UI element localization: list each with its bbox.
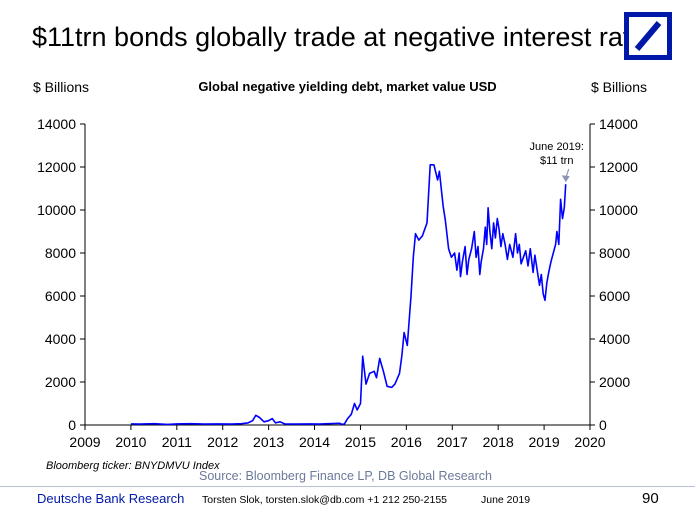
- annotation-arrow-head: [561, 175, 570, 183]
- x-tick-label: 2019: [529, 434, 560, 450]
- left-axis-unit-label: $ Billions: [33, 79, 90, 95]
- footer-brand: Deutsche Bank Research: [37, 491, 185, 506]
- y-tick-label-right: 0: [599, 417, 607, 433]
- y-tick-label-left: 0: [68, 417, 76, 433]
- annotation-label-line1: June 2019:: [530, 141, 584, 153]
- y-tick-label-right: 10000: [599, 202, 638, 218]
- deutsche-bank-logo: [624, 12, 672, 60]
- y-tick-label-right: 2000: [599, 374, 630, 390]
- footer-divider: [0, 486, 695, 487]
- logo-slash-icon: [634, 21, 662, 51]
- x-tick-label: 2018: [483, 434, 514, 450]
- y-tick-label-left: 12000: [37, 159, 76, 175]
- y-tick-label-left: 10000: [37, 202, 76, 218]
- x-tick-label: 2016: [391, 434, 422, 450]
- footer-contact: Torsten Slok, torsten.slok@db.com +1 212…: [202, 494, 448, 506]
- x-tick-label: 2017: [437, 434, 468, 450]
- y-tick-label-right: 6000: [599, 288, 630, 304]
- ticker-note: Bloomberg ticker: BNYDMVU Index: [46, 460, 220, 472]
- y-tick-label-right: 4000: [599, 331, 630, 347]
- slide-title: $11trn bonds globally trade at negative …: [32, 22, 659, 52]
- y-tick-label-left: 2000: [45, 374, 76, 390]
- y-tick-label-right: 8000: [599, 245, 630, 261]
- x-tick-label: 2020: [574, 434, 605, 450]
- y-tick-label-right: 12000: [599, 159, 638, 175]
- x-tick-label: 2014: [299, 434, 330, 450]
- footer-date: June 2019: [481, 494, 531, 506]
- source-note: Source: Bloomberg Finance LP, DB Global …: [199, 469, 492, 483]
- x-tick-label: 2010: [115, 434, 146, 450]
- page-number: 90: [642, 490, 659, 507]
- y-tick-label-left: 8000: [45, 245, 76, 261]
- x-tick-label: 2015: [345, 434, 376, 450]
- logo-inner-square: [629, 17, 667, 55]
- right-axis-unit-label: $ Billions: [590, 79, 647, 95]
- x-tick-label: 2012: [207, 434, 238, 450]
- y-tick-label-left: 14000: [37, 116, 76, 132]
- x-tick-label: 2009: [69, 434, 100, 450]
- chart-title: Global negative yielding debt, market va…: [198, 79, 497, 94]
- negative-yield-debt-line: [130, 164, 567, 426]
- y-tick-label-left: 6000: [45, 288, 76, 304]
- y-tick-label-right: 14000: [599, 116, 638, 132]
- x-tick-label: 2013: [253, 434, 284, 450]
- x-tick-label: 2011: [162, 434, 192, 450]
- y-tick-label-left: 4000: [45, 331, 76, 347]
- annotation-label-line2: $11 trn: [540, 155, 573, 167]
